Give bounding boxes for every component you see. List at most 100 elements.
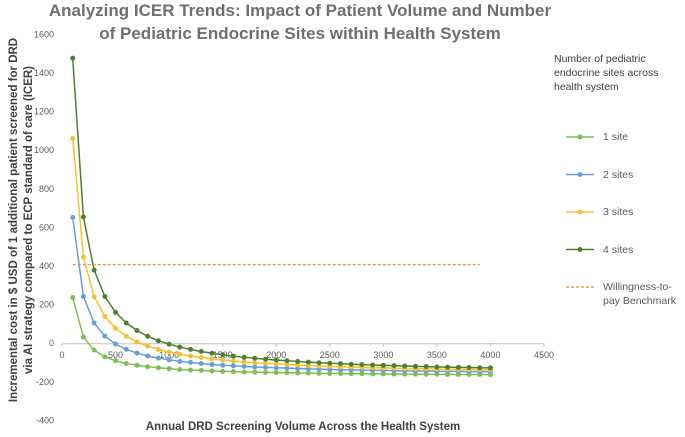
data-point: [209, 361, 215, 367]
data-point: [70, 55, 76, 61]
data-point: [230, 369, 236, 375]
data-point: [209, 350, 215, 356]
data-point: [337, 371, 343, 377]
data-point: [263, 364, 269, 370]
x-tick-label: 1000: [159, 350, 179, 360]
data-point: [348, 361, 354, 367]
y-tick-label: 0: [49, 338, 54, 348]
series-line: [71, 297, 491, 376]
legend-marker: [577, 134, 583, 140]
data-point: [230, 363, 236, 369]
legend-title: Number of pediatric endocrine sites acro…: [554, 53, 659, 93]
data-point: [134, 350, 140, 356]
data-point: [102, 294, 108, 300]
data-point: [348, 371, 354, 377]
data-point: [337, 361, 343, 367]
x-tick-label: 3500: [427, 350, 447, 360]
data-point: [155, 346, 161, 352]
data-point: [70, 214, 76, 220]
data-point: [70, 135, 76, 141]
legend-marker: [577, 247, 583, 252]
data-point: [155, 355, 161, 361]
y-tick-label: 200: [39, 300, 54, 310]
data-point: [284, 361, 290, 367]
data-point: [391, 363, 397, 369]
data-point: [412, 363, 418, 369]
x-tick-label: 2000: [266, 350, 286, 360]
legend-label: 1 site: [603, 131, 629, 143]
data-point: [391, 371, 397, 377]
y-tick-label: 1200: [34, 107, 54, 117]
data-point: [241, 359, 247, 365]
data-point: [252, 355, 258, 361]
y-tick-label: 1400: [34, 68, 54, 78]
data-point: [177, 344, 183, 350]
data-point: [359, 362, 365, 368]
data-point: [284, 365, 290, 371]
data-point: [80, 254, 86, 260]
data-point: [198, 367, 204, 373]
data-point: [241, 354, 247, 360]
data-point: [273, 365, 279, 371]
data-point: [230, 353, 236, 359]
data-point: [252, 364, 258, 370]
data-point: [198, 360, 204, 366]
y-tick-label: 1000: [34, 145, 54, 155]
data-point: [209, 356, 215, 362]
data-point: [177, 358, 183, 364]
data-point: [166, 341, 172, 347]
data-point: [155, 365, 161, 371]
data-point: [188, 367, 194, 373]
data-point: [273, 361, 279, 367]
data-point: [477, 365, 483, 371]
data-point: [263, 360, 269, 366]
data-point: [145, 343, 151, 349]
data-point: [134, 362, 140, 368]
data-point: [177, 351, 183, 357]
data-point: [305, 366, 311, 372]
legend-label: Willingness-to-pay Benchmark: [603, 281, 676, 307]
data-point: [263, 356, 269, 362]
x-tick-label: 2500: [320, 350, 340, 360]
legend-marker: [577, 209, 583, 215]
data-point: [198, 355, 204, 361]
series-line: [71, 138, 491, 371]
legend-marker: [577, 172, 583, 177]
data-point: [102, 333, 108, 339]
data-point: [123, 346, 129, 352]
data-point: [123, 360, 129, 366]
data-point: [134, 327, 140, 333]
data-point: [295, 362, 301, 368]
data-point: [273, 357, 279, 363]
y-tick-label: 600: [39, 222, 54, 232]
x-tick-label: 4500: [534, 350, 554, 360]
chart-title: Analyzing ICER Trends: Impact of Patient…: [48, 1, 552, 43]
data-point: [145, 364, 151, 370]
data-point: [188, 360, 194, 366]
data-point: [91, 294, 97, 300]
data-point: [284, 358, 290, 364]
data-point: [220, 352, 226, 358]
data-point: [305, 370, 311, 376]
legend-label: 4 sites: [603, 243, 634, 256]
data-point: [188, 353, 194, 359]
data-point: [209, 368, 215, 374]
data-point: [380, 371, 386, 377]
data-point: [359, 371, 365, 377]
y-tick-label: -400: [36, 415, 54, 425]
data-point: [423, 364, 429, 370]
data-point: [230, 358, 236, 364]
data-point: [166, 349, 172, 355]
data-point: [166, 366, 172, 372]
data-point: [123, 320, 129, 326]
data-point: [155, 338, 161, 344]
data-point: [487, 365, 493, 371]
data-point: [241, 363, 247, 369]
data-point: [145, 333, 151, 339]
data-point: [295, 359, 301, 365]
data-point: [402, 363, 408, 369]
data-point: [91, 320, 97, 326]
data-point: [316, 360, 322, 366]
series-line: [71, 217, 491, 373]
